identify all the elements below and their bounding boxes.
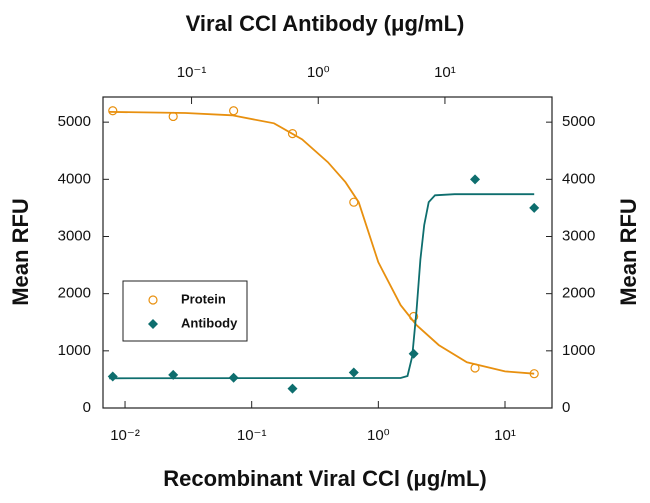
fit-curve [109,193,535,380]
data-point [348,367,359,378]
x-tick-label: 10⁻² [110,427,140,444]
legend-marker [148,295,158,305]
x2-tick-label: 10¹ [434,64,456,81]
data-point [409,311,419,322]
x2-tick-label: 10⁻¹ [177,64,207,81]
x-tick-label: 10⁰ [367,427,390,444]
legend-box [122,280,248,342]
data-point [108,106,118,116]
y-tick-label: 0 [83,399,91,416]
y2-tick-label: 2000 [562,285,595,302]
data-point [168,111,178,122]
y2-tick-label: 3000 [562,227,595,244]
data-point [349,197,359,207]
fit-curve [109,111,535,375]
legend-marker [148,319,158,329]
data-point [229,106,239,116]
y-tick-label: 5000 [58,113,91,130]
y-tick-label: 3000 [58,227,91,244]
x2-tick-label: 10⁰ [307,64,330,81]
data-point [168,369,179,380]
y2-tick-label: 0 [562,399,570,416]
data-point [529,202,540,213]
y2-tick-label: 1000 [562,342,595,359]
data-point [107,371,118,382]
y2-tick-label: 5000 [562,113,595,130]
y-tick-label: 4000 [58,170,91,187]
data-point [228,372,239,383]
data-point [287,128,298,139]
data-point [408,348,419,359]
data-point [470,174,481,185]
plot-frame [102,96,553,409]
y-tick-label: 2000 [58,285,91,302]
y2-axis-title: Mean RFU [616,198,641,306]
y-tick-label: 1000 [58,342,91,359]
data-point [470,363,480,373]
legend-label: Protein [181,291,226,306]
data-point [287,383,298,394]
x-axis-title: Recombinant Viral CCl (μg/mL) [163,466,487,491]
x-tick-label: 10⁻¹ [237,427,267,444]
top-axis-title: Viral CCl Antibody (μg/mL) [186,11,465,36]
data-point [529,369,539,379]
y2-tick-label: 4000 [562,170,595,187]
y-axis-title: Mean RFU [8,198,33,306]
legend-label: Antibody [181,315,238,330]
x-tick-label: 10¹ [494,427,516,444]
